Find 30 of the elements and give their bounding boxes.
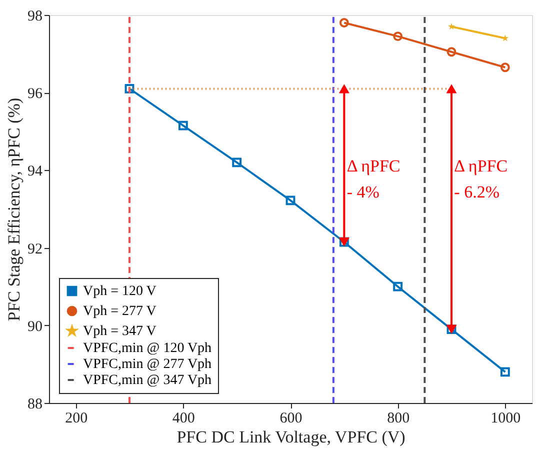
y-tick-label: 88 xyxy=(28,396,42,412)
y-tick-label: 96 xyxy=(28,86,43,102)
point xyxy=(393,32,403,42)
x-tick-label: 400 xyxy=(172,410,195,426)
x-tick-label: 600 xyxy=(280,410,302,426)
point xyxy=(393,282,403,292)
point xyxy=(232,158,242,168)
point xyxy=(448,22,456,30)
legend-label: VPFC,min @ 347 Vph xyxy=(83,373,212,388)
point xyxy=(124,84,134,94)
x-tick-label: 800 xyxy=(387,410,410,426)
point xyxy=(286,196,296,206)
legend-label: Vph = 120 V xyxy=(83,284,156,299)
legend-label: Vph = 347 V xyxy=(83,324,156,339)
annotation: Δ ηPFC - 6.2% xyxy=(454,156,508,202)
x-tick-label: 1000 xyxy=(490,410,521,426)
y-axis-title: PFC Stage Efficiency, ηPFC (%) xyxy=(4,98,24,322)
legend-label: VPFC,min @ 277 Vph xyxy=(83,357,212,372)
point xyxy=(500,367,510,377)
x-axis-title: PFC DC Link Voltage, VPFC (V) xyxy=(176,428,406,446)
y-tick-label: 98 xyxy=(28,8,42,24)
point xyxy=(178,120,188,130)
y-tick-label: 94 xyxy=(28,164,43,180)
legend-label: VPFC,min @ 120 Vph xyxy=(83,341,212,356)
y-tick-label: 92 xyxy=(28,241,42,258)
legend-label: Vph = 277 V xyxy=(83,304,156,319)
x-tick-label: 200 xyxy=(65,410,88,426)
annotation: Δ ηPFC - 4% xyxy=(346,156,400,202)
point xyxy=(446,47,456,57)
y-tick-label: 90 xyxy=(28,318,42,335)
